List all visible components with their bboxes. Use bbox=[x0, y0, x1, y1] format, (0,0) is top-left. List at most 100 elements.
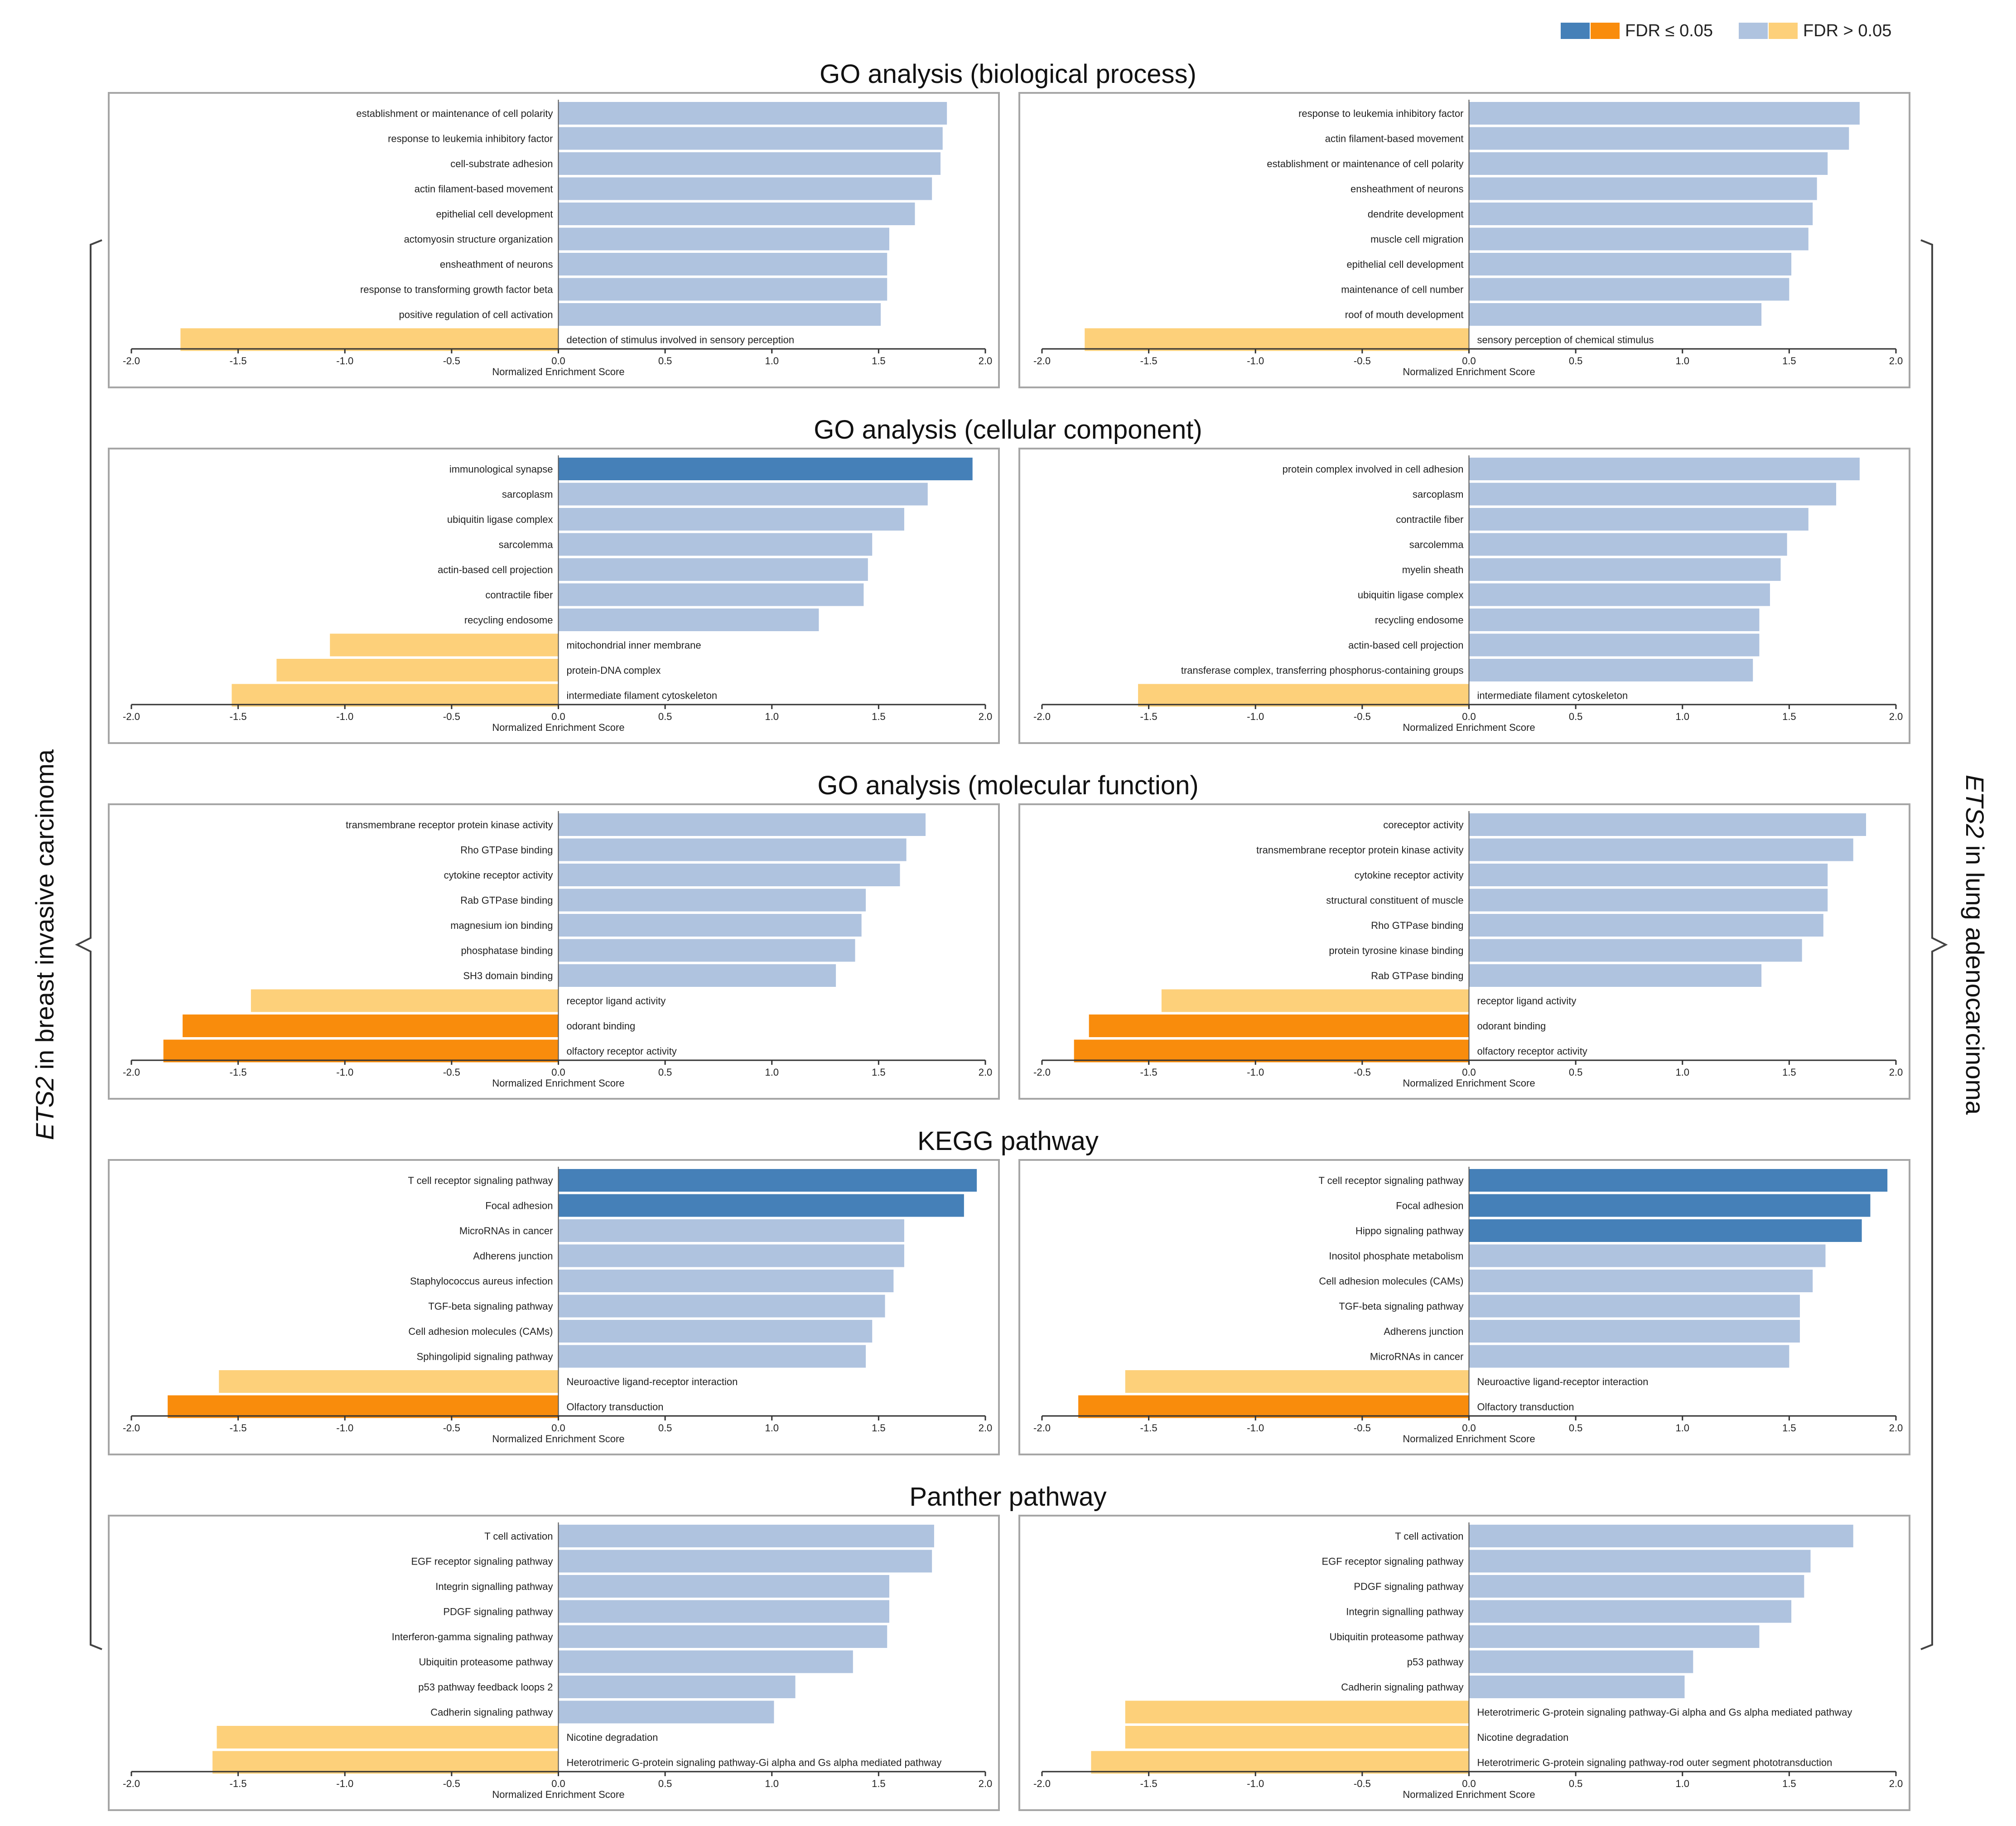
category-label: protein tyrosine kinase binding bbox=[1329, 945, 1463, 956]
bar bbox=[1469, 659, 1753, 681]
legend-swatch-neg-sig bbox=[1591, 23, 1620, 39]
bar bbox=[558, 1575, 889, 1598]
x-tick-label: 0.0 bbox=[551, 1067, 565, 1078]
bar bbox=[1469, 1169, 1888, 1192]
bar bbox=[1469, 964, 1762, 987]
category-label: TGF-beta signaling pathway bbox=[428, 1301, 553, 1312]
category-label: Staphylococcus aureus infection bbox=[410, 1275, 553, 1287]
category-label: T cell receptor signaling pathway bbox=[408, 1175, 553, 1186]
x-tick-label: -1.5 bbox=[230, 711, 247, 722]
category-label: EGF receptor signaling pathway bbox=[411, 1556, 553, 1567]
category-label: roof of mouth development bbox=[1345, 309, 1464, 320]
x-tick-label: -1.0 bbox=[336, 1778, 353, 1789]
category-label: odorant binding bbox=[1477, 1020, 1546, 1032]
category-label: transmembrane receptor protein kinase ac… bbox=[346, 819, 553, 831]
category-label: Heterotrimeric G-protein signaling pathw… bbox=[567, 1757, 942, 1768]
x-tick-label: 1.5 bbox=[1782, 1067, 1796, 1078]
bar bbox=[1469, 227, 1809, 251]
category-label: Rab GTPase binding bbox=[460, 895, 553, 906]
panel-kegg-pathway-lung: T cell receptor signaling pathway Focal a… bbox=[1018, 1159, 1910, 1455]
category-label: Sphingolipid signaling pathway bbox=[417, 1351, 553, 1362]
section-title: KEGG pathway bbox=[917, 1126, 1099, 1156]
bar bbox=[1469, 558, 1781, 581]
legend-swatch-pos-nonsig bbox=[1739, 23, 1768, 39]
x-tick-label: 2.0 bbox=[979, 1422, 993, 1434]
category-label: Rab GTPase binding bbox=[1371, 970, 1463, 981]
category-label: odorant binding bbox=[567, 1020, 636, 1032]
category-label: establishment or maintenance of cell pol… bbox=[356, 108, 553, 119]
category-label: epithelial cell development bbox=[436, 208, 553, 220]
x-tick-label: 1.5 bbox=[1782, 355, 1796, 367]
category-label: recycling endosome bbox=[1375, 614, 1464, 626]
bar bbox=[1469, 914, 1823, 937]
x-tick-label: 0.5 bbox=[1569, 711, 1583, 722]
x-axis-label: Normalized Enrichment Score bbox=[492, 1077, 624, 1089]
bar bbox=[558, 1525, 934, 1547]
bar bbox=[1125, 1726, 1469, 1749]
category-label: Cell adhesion molecules (CAMs) bbox=[1319, 1275, 1463, 1287]
bar bbox=[558, 813, 926, 836]
x-axis-label: Normalized Enrichment Score bbox=[492, 1789, 624, 1800]
bar bbox=[1469, 1650, 1693, 1673]
x-tick-label: 1.5 bbox=[1782, 1422, 1796, 1434]
x-tick-label: -1.0 bbox=[1247, 355, 1264, 367]
category-label: muscle cell migration bbox=[1370, 234, 1463, 245]
bar bbox=[1078, 1395, 1469, 1418]
category-label: Integrin signalling pathway bbox=[1346, 1606, 1463, 1618]
category-label: intermediate filament cytoskeleton bbox=[567, 690, 718, 701]
bar bbox=[1469, 1345, 1789, 1368]
bar bbox=[558, 278, 887, 301]
category-label: contractile fiber bbox=[485, 589, 553, 601]
x-tick-label: 0.5 bbox=[1569, 1067, 1583, 1078]
x-axis-label: Normalized Enrichment Score bbox=[1403, 722, 1535, 733]
x-tick-label: 1.0 bbox=[1675, 1067, 1689, 1078]
x-tick-label: -0.5 bbox=[1354, 355, 1371, 367]
x-tick-label: 2.0 bbox=[1889, 1778, 1903, 1789]
bar bbox=[1469, 609, 1760, 631]
right-side-gene: ETS2 bbox=[1961, 775, 1989, 838]
x-tick-label: 1.5 bbox=[872, 355, 886, 367]
bar bbox=[1469, 1676, 1685, 1698]
x-tick-label: -1.0 bbox=[336, 1422, 353, 1434]
x-tick-label: 2.0 bbox=[979, 355, 993, 367]
x-tick-label: 1.0 bbox=[765, 1778, 779, 1789]
x-tick-label: -1.0 bbox=[1247, 1778, 1264, 1789]
x-tick-label: 2.0 bbox=[1889, 1067, 1903, 1078]
bar bbox=[1161, 989, 1469, 1012]
x-tick-label: -1.0 bbox=[1247, 1067, 1264, 1078]
x-tick-label: 2.0 bbox=[979, 711, 993, 722]
x-tick-label: 0.5 bbox=[1569, 1422, 1583, 1434]
category-label: receptor ligand activity bbox=[1477, 995, 1577, 1007]
chart-panels: GO analysis (biological process) establis… bbox=[108, 59, 1910, 1811]
bar bbox=[558, 939, 855, 962]
x-tick-label: -0.5 bbox=[443, 1778, 460, 1789]
bar bbox=[558, 1270, 894, 1292]
bar bbox=[558, 889, 866, 912]
x-tick-label: 0.5 bbox=[658, 1067, 672, 1078]
x-tick-label: 2.0 bbox=[1889, 1422, 1903, 1434]
category-label: Neuroactive ligand-receptor interaction bbox=[567, 1376, 738, 1387]
x-tick-label: 1.5 bbox=[872, 1422, 886, 1434]
x-tick-label: -0.5 bbox=[1354, 1778, 1371, 1789]
right-side-rest: in lung adenocarcinoma bbox=[1961, 838, 1989, 1115]
x-tick-label: -2.0 bbox=[123, 355, 140, 367]
x-tick-label: 1.5 bbox=[1782, 1778, 1796, 1789]
bar bbox=[558, 533, 873, 556]
category-label: transmembrane receptor protein kinase ac… bbox=[1256, 845, 1463, 856]
bar bbox=[558, 558, 868, 581]
bar bbox=[558, 1676, 796, 1698]
x-tick-label: 1.5 bbox=[872, 711, 886, 722]
category-label: Rho GTPase binding bbox=[460, 845, 553, 856]
x-tick-label: 1.0 bbox=[765, 355, 779, 367]
bar bbox=[1469, 458, 1860, 480]
panel-go-analysis-molecular-function-lung: coreceptor activity transmembrane recepto… bbox=[1018, 803, 1910, 1100]
x-tick-label: -1.0 bbox=[336, 1067, 353, 1078]
category-label: Cell adhesion molecules (CAMs) bbox=[408, 1326, 553, 1337]
bar bbox=[232, 684, 559, 707]
x-tick-label: -1.5 bbox=[1140, 355, 1158, 367]
x-tick-label: 1.0 bbox=[765, 1422, 779, 1434]
bar bbox=[1469, 152, 1828, 175]
x-tick-label: 1.5 bbox=[1782, 711, 1796, 722]
x-tick-label: -1.0 bbox=[1247, 1422, 1264, 1434]
